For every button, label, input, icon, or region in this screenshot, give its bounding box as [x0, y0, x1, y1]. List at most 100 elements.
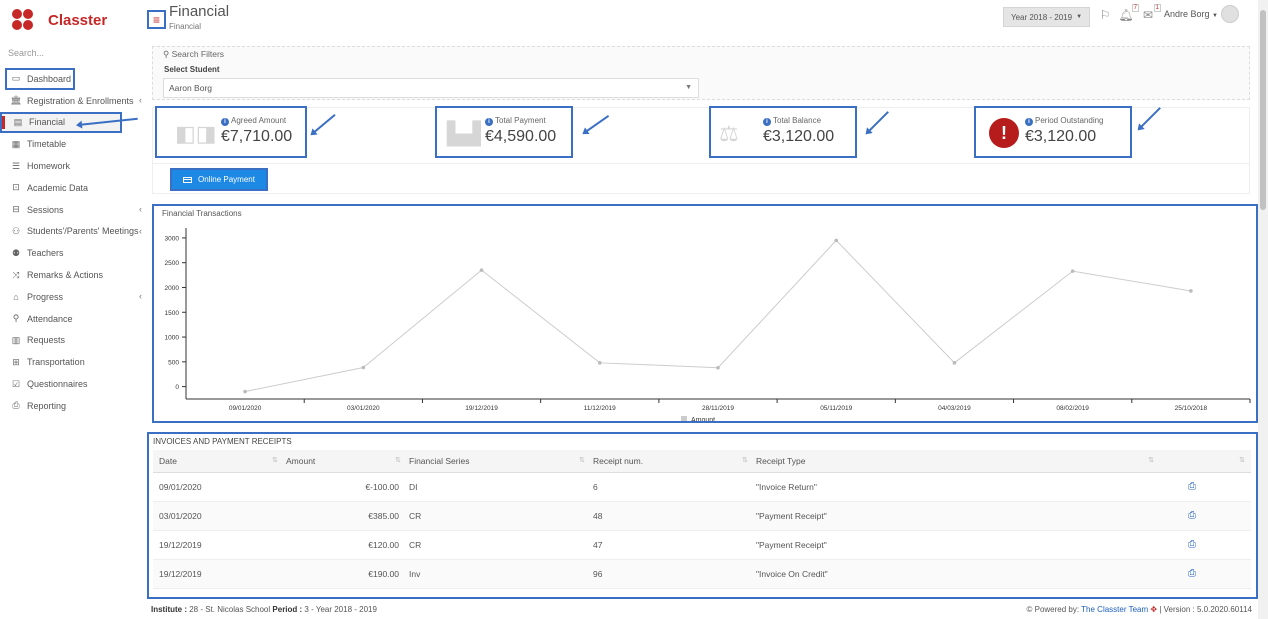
invoices-title: INVOICES AND PAYMENT RECEIPTS	[153, 437, 292, 446]
cell-amount: €-100.00	[280, 472, 403, 502]
sidebar-search-input[interactable]: Search...	[8, 48, 45, 58]
filters-legend-text: Search Filters	[171, 49, 225, 59]
sidebar-item-label: Teachers	[27, 248, 64, 259]
cell-receipt-num: 96	[587, 559, 750, 589]
scrollbar[interactable]	[1258, 0, 1268, 619]
messages-badge: 1	[1153, 4, 1161, 12]
cell-receipt-type: "Invoice Return"	[750, 472, 1160, 502]
sidebar-item-attendance[interactable]: ⚲ Attendance	[0, 308, 147, 330]
sidebar-item-registration[interactable]: 🏛 Registration & Enrollments ‹	[0, 90, 147, 112]
sidebar-item-transportation[interactable]: ⊞ Transportation	[0, 351, 147, 373]
sidebar-item-homework[interactable]: ☰ Homework	[0, 155, 147, 177]
sidebar-item-remarks[interactable]: ⤨ Remarks & Actions	[0, 264, 147, 286]
stat-title-text: Total Payment	[495, 116, 546, 125]
bell-icon[interactable]: 🔔︎ 7	[1118, 4, 1139, 22]
bank-icon: 🏛	[10, 95, 22, 106]
column-header-actions[interactable]: ⇅	[1160, 450, 1251, 473]
cell-actions: ⎙	[1160, 472, 1251, 502]
sort-icon: ⇅	[579, 457, 585, 464]
caret-down-icon: ▼	[1212, 13, 1218, 19]
sidebar-item-meetings[interactable]: ⚇ Students'/Parents' Meetings ‹	[0, 221, 147, 243]
logo[interactable]: Classter	[12, 8, 107, 32]
data-point	[1070, 269, 1075, 273]
sort-icon: ⇅	[395, 457, 401, 464]
info-icon: i	[1025, 118, 1033, 126]
column-header-date[interactable]: Date	[153, 450, 280, 473]
sidebar-item-financial[interactable]: ▤ Financial	[0, 111, 122, 134]
sidebar-item-reporting[interactable]: ⎙ Reporting	[0, 395, 147, 417]
online-payment-label: Online Payment	[198, 175, 255, 184]
bus-icon: ⊞	[12, 356, 20, 367]
online-payment-button[interactable]: Online Payment	[170, 168, 268, 191]
x-tick-label: 19/12/2019	[465, 405, 498, 412]
users-icon: ⚉	[11, 247, 21, 258]
classter-team-link[interactable]: The Classter Team	[1081, 605, 1149, 614]
table-header-row: Date ⇅ Amount ⇅ Financial Series ⇅ Receipt …	[153, 450, 1251, 473]
print-icon[interactable]: ⎙	[1188, 568, 1196, 579]
search-filters-panel: ⚲ Search Filters Select Student Aaron Bo…	[152, 46, 1250, 100]
laptop-icon: ▭	[11, 73, 21, 84]
sidebar-item-label: Students'/Parents' Meetings	[27, 226, 139, 237]
print-icon[interactable]: ⎙	[1188, 510, 1196, 521]
table-row: 19/12/2019 €190.00 Inv 96 "Invoice On Cr…	[153, 559, 1251, 589]
user-clock-icon: ⚇	[11, 225, 21, 236]
user-menu[interactable]: Andre Borg ▼	[1164, 9, 1218, 19]
stat-period-outstanding: ! i Period Outstanding €3,120.00	[974, 106, 1132, 158]
sidebar-item-teachers[interactable]: ⚉ Teachers	[0, 242, 147, 264]
sidebar-item-dashboard[interactable]: ▭ Dashboard	[5, 68, 75, 90]
print-icon[interactable]: ⎙	[1188, 539, 1196, 550]
stat-title-text: Period Outstanding	[1035, 116, 1104, 125]
column-header-receipt-type[interactable]: ⇅ Receipt Type ⇅	[742, 450, 1160, 473]
sidebar-item-progress[interactable]: ⌂ Progress ‹	[0, 286, 147, 308]
x-tick-label: 05/11/2019	[820, 405, 852, 412]
column-header-amount[interactable]: ⇅ Amount	[272, 450, 403, 473]
cell-date: 09/01/2020	[153, 472, 280, 502]
avatar[interactable]	[1221, 5, 1239, 23]
chalkboard-icon: ⊟	[12, 204, 20, 215]
notifications-badge: 7	[1131, 4, 1139, 12]
filters-legend: ⚲ Search Filters	[163, 49, 224, 60]
legend-label: Amount	[691, 417, 715, 421]
column-header-receipt-num[interactable]: ⇅ Receipt num.	[579, 450, 750, 473]
invoices-panel: INVOICES AND PAYMENT RECEIPTS Date ⇅ Amou…	[147, 432, 1258, 599]
flag-icon[interactable]: ⚐	[1099, 8, 1111, 22]
sidebar-item-questionnaires[interactable]: ☑ Questionnaires	[0, 373, 147, 395]
chevron-left-icon: ‹	[139, 290, 142, 301]
chart-icon: ⊡	[12, 182, 20, 193]
sidebar-item-label: Sessions	[27, 204, 64, 215]
menu-toggle-icon[interactable]: ≡	[147, 10, 166, 29]
student-select[interactable]: Aaron Borg ▼	[163, 78, 699, 98]
sort-icon: ⇅	[1239, 457, 1245, 464]
stat-title: i Agreed Amount	[221, 116, 286, 126]
classter-logo-icon	[12, 9, 34, 31]
year-dropdown[interactable]: Year 2018 - 2019 ▼	[1003, 7, 1090, 27]
sidebar-item-academic-data[interactable]: ⊡ Academic Data	[0, 177, 147, 199]
scrollbar-thumb[interactable]	[1260, 10, 1266, 210]
x-tick-label: 08/02/2019	[1056, 405, 1089, 412]
cell-series: CR	[403, 501, 587, 531]
student-select-value: Aaron Borg	[169, 83, 212, 93]
column-label: Receipt num.	[593, 455, 644, 466]
sidebar-item-requests[interactable]: ▥ Requests	[0, 330, 147, 352]
cell-receipt-num: 6	[587, 472, 750, 502]
stat-total-balance: ⚖ i Total Balance €3,120.00	[709, 106, 857, 158]
sidebar-item-label: Attendance	[27, 313, 73, 324]
envelope-icon[interactable]: ✉ 1	[1142, 4, 1161, 22]
money-icon: ▤	[13, 116, 23, 127]
chevron-left-icon: ‹	[139, 203, 142, 214]
cell-receipt-type: "Invoice On Credit"	[750, 559, 1160, 589]
column-header-financial-series[interactable]: ⇅ Financial Series	[395, 450, 587, 473]
stat-agreed-amount: ◧◨ i Agreed Amount €7,710.00	[155, 106, 307, 158]
y-tick-label: 3000	[165, 235, 180, 242]
calendar-icon: ▦	[11, 138, 21, 149]
sidebar-item-timetable[interactable]: ▦ Timetable	[0, 133, 147, 155]
cell-receipt-num: 48	[587, 501, 750, 531]
legend-swatch	[681, 416, 687, 421]
data-point	[243, 389, 247, 394]
checkbox-icon: ☑	[11, 378, 21, 389]
sidebar-item-label: Registration & Enrollments	[27, 95, 134, 106]
print-icon[interactable]: ⎙	[1188, 481, 1196, 492]
sidebar-item-sessions[interactable]: ⊟ Sessions ‹	[0, 199, 147, 221]
info-icon: i	[485, 118, 493, 126]
cell-series: CR	[403, 530, 587, 560]
